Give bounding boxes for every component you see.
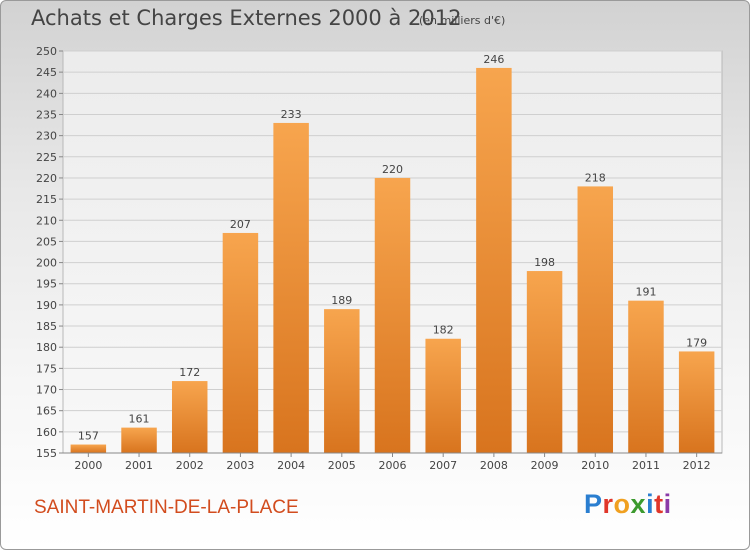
y-tick-label: 175: [36, 362, 57, 375]
x-tick-label: 2005: [328, 459, 356, 472]
y-tick-label: 205: [36, 235, 57, 248]
x-tick-label: 2007: [429, 459, 457, 472]
y-tick-label: 225: [36, 151, 57, 164]
bar[interactable]: [121, 427, 157, 453]
bar[interactable]: [70, 444, 107, 453]
y-tick-label: 155: [36, 447, 57, 460]
x-tick-label: 2004: [277, 459, 305, 472]
y-tick-label: 190: [36, 299, 57, 312]
data-label: 179: [686, 336, 707, 349]
y-tick-label: 220: [36, 172, 57, 185]
bar[interactable]: [526, 271, 563, 453]
bar[interactable]: [425, 338, 461, 453]
y-tick-label: 160: [36, 426, 57, 439]
x-tick-label: 2010: [581, 459, 609, 472]
y-tick-label: 170: [36, 384, 57, 397]
x-tick-label: 2012: [683, 459, 711, 472]
logo-letter: i: [646, 489, 655, 519]
x-tick-label: 2002: [176, 459, 204, 472]
bar[interactable]: [476, 67, 512, 453]
y-tick-label: 230: [36, 130, 57, 143]
bar[interactable]: [273, 122, 309, 454]
data-label: 189: [331, 294, 352, 307]
y-tick-label: 215: [36, 193, 57, 206]
data-label: 207: [230, 218, 251, 231]
chart-subtitle: (en milliers d'€): [419, 14, 506, 27]
x-tick-label: 2006: [379, 459, 407, 472]
x-tick-label: 2011: [632, 459, 660, 472]
bar[interactable]: [171, 381, 208, 453]
y-tick-label: 210: [36, 214, 57, 227]
x-axis: 2000 2001 2002 2003 2004 2005 2006 2007 2008 2009…: [63, 452, 722, 472]
chart-title: Achats et Charges Externes 2000 à 2012: [31, 6, 462, 30]
proxiti-logo[interactable]: Proxiti: [584, 489, 672, 520]
data-label: 172: [179, 366, 200, 379]
y-tick-label: 200: [36, 257, 57, 270]
bar[interactable]: [324, 309, 360, 453]
y-tick-label: 195: [36, 278, 57, 291]
y-tick-label: 240: [36, 87, 57, 100]
data-label: 218: [585, 171, 606, 184]
logo-letter: o: [613, 489, 631, 519]
logo-letter: t: [654, 489, 664, 519]
y-tick-label: 180: [36, 341, 57, 354]
bar[interactable]: [374, 177, 411, 453]
logo-letter: x: [630, 489, 647, 519]
x-tick-label: 2000: [74, 459, 102, 472]
data-label: 161: [129, 413, 150, 426]
logo-letter: r: [602, 489, 614, 519]
data-label: 220: [382, 163, 403, 176]
data-label: 233: [281, 108, 302, 121]
x-tick-label: 2001: [125, 459, 153, 472]
y-tick-label: 250: [36, 45, 57, 58]
data-label: 191: [635, 286, 656, 299]
place-name: SAINT-MARTIN-DE-LA-PLACE: [34, 497, 299, 518]
bar[interactable]: [628, 300, 664, 453]
y-tick-label: 165: [36, 405, 57, 418]
y-tick-label: 185: [36, 320, 57, 333]
y-tick-label: 245: [36, 66, 57, 79]
data-label: 157: [78, 430, 99, 443]
data-label: 182: [433, 324, 454, 337]
x-tick-label: 2008: [480, 459, 508, 472]
x-tick-label: 2009: [531, 459, 559, 472]
x-tick-label: 2003: [226, 459, 254, 472]
logo-letter: P: [584, 489, 603, 519]
bar[interactable]: [577, 186, 614, 453]
bars: 157 161 172 207 233 189 220 182 246 198 218 191 179: [70, 53, 715, 454]
data-label: 198: [534, 256, 555, 269]
data-label: 246: [483, 53, 504, 66]
bar[interactable]: [222, 232, 259, 453]
y-tick-label: 235: [36, 108, 57, 121]
logo-letter: i: [663, 489, 672, 519]
y-axis: 155 160 165 170 175 180 185 190 195 200 205 210 215 2…: [36, 45, 63, 460]
bar[interactable]: [678, 351, 715, 453]
